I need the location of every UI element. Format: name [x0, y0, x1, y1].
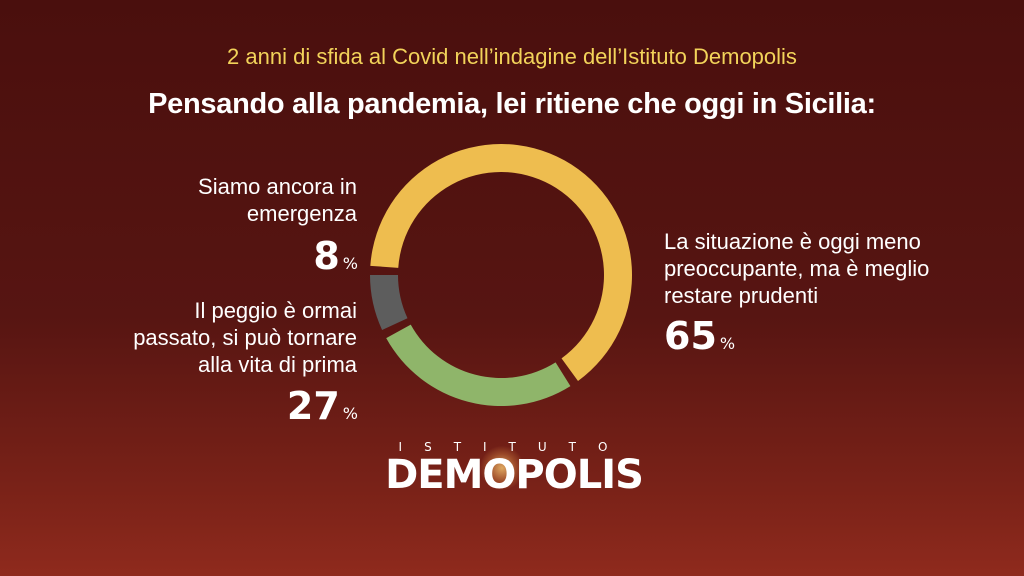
value-label-emergenza: 8% — [296, 236, 358, 284]
label-emergenza: Siamo ancora in emergenza — [150, 173, 357, 227]
subtitle: 2 anni di sfida al Covid nell’indagine d… — [227, 44, 797, 69]
label-situazione-line3: restare prudenti — [664, 283, 819, 308]
percent-symbol: % — [342, 254, 358, 273]
label-situazione-line2: preoccupante, ma è meglio — [664, 256, 930, 281]
label-situazione: La situazione è oggi meno preoccupante, … — [664, 228, 984, 309]
value-situazione: 65 — [664, 314, 717, 358]
logo-emblem-glow — [480, 446, 524, 490]
label-peggio-line3: alla vita di prima — [198, 352, 357, 377]
label-peggio: Il peggio è ormai passato, si può tornar… — [90, 297, 357, 378]
label-situazione-line1: La situazione è oggi meno — [664, 229, 921, 254]
percent-symbol: % — [719, 334, 736, 353]
donut-chart — [370, 144, 632, 407]
percent-symbol: % — [342, 404, 358, 423]
value-label-peggio: 27% — [266, 386, 358, 434]
slice-peggio — [386, 324, 571, 407]
logo-istituto: ISTITUTO — [398, 440, 630, 454]
chart-title: Pensando alla pandemia, lei ritiene che … — [148, 88, 876, 120]
label-emergenza-line2: emergenza — [246, 201, 357, 226]
value-peggio: 27 — [286, 384, 340, 428]
label-emergenza-line1: Siamo ancora in — [198, 174, 357, 199]
label-peggio-line2: passato, si può tornare — [133, 325, 357, 350]
logo-demopolis: DEMOPOLIS — [385, 452, 644, 498]
value-emergenza: 8 — [313, 234, 340, 278]
label-peggio-line1: Il peggio è ormai — [194, 298, 357, 323]
slice-emergenza — [370, 275, 408, 330]
value-label-situazione: 65% — [664, 316, 784, 364]
